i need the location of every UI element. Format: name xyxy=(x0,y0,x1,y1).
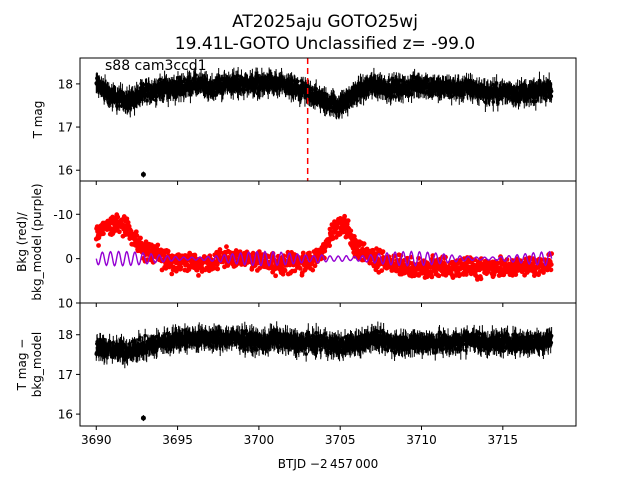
bkg-point xyxy=(300,250,306,256)
bkg-point xyxy=(165,248,171,254)
data-point xyxy=(111,340,116,345)
bkg-point xyxy=(348,228,354,234)
y-tick-label: 17 xyxy=(58,121,73,135)
data-point xyxy=(193,73,198,77)
bkg-point xyxy=(436,273,442,279)
data-point xyxy=(143,333,147,338)
bkg-point xyxy=(413,270,418,276)
bkg-point xyxy=(307,250,312,256)
bkg-point xyxy=(292,268,298,274)
bkg-point xyxy=(199,265,205,271)
y-axis-label-line: bkg_model (purple) xyxy=(30,183,44,300)
y-axis-label-line: Bkg (red)/ xyxy=(15,211,29,272)
bkg-point xyxy=(478,276,484,282)
data-point xyxy=(117,104,122,108)
y-tick-label: -10 xyxy=(53,208,73,222)
bkg-point xyxy=(214,261,220,267)
data-point xyxy=(295,79,300,84)
panel-top: 16 17 18 T mag xyxy=(31,57,577,185)
bkg-point xyxy=(155,242,161,248)
bkg-point xyxy=(429,274,435,280)
bkg-point xyxy=(169,271,175,277)
y-axis-label-line: T mag xyxy=(31,101,45,140)
bkg-point xyxy=(224,244,229,250)
data-point xyxy=(393,95,398,99)
data-point xyxy=(494,81,499,85)
bkg-point xyxy=(379,268,385,273)
bkg-point xyxy=(282,268,288,273)
panel-middle: -10 0 10 Bkg (red)/bkg_model (purple) xyxy=(15,180,577,311)
data-point xyxy=(147,83,151,87)
y-axis-label: Bkg (red)/bkg_model (purple) xyxy=(15,183,44,300)
bkg-point xyxy=(257,265,263,271)
bkg-model-line xyxy=(95,250,553,267)
y-axis-label: T mag xyxy=(31,101,45,140)
bkg-point xyxy=(351,234,357,239)
bkg-point xyxy=(380,249,386,255)
axes-frame xyxy=(79,57,577,182)
bkg-point xyxy=(310,267,316,273)
data-point xyxy=(449,94,454,99)
bkg-point xyxy=(297,265,303,271)
bkg-point xyxy=(116,229,122,235)
outlier-point xyxy=(140,172,146,178)
y-tick-label: 10 xyxy=(58,297,73,311)
bkg-point xyxy=(335,224,340,229)
chart-title-line1: AT2025aju GOTO25wj xyxy=(232,12,418,32)
bkg-point xyxy=(424,274,430,280)
bkg-point xyxy=(133,229,139,235)
bkg-point xyxy=(361,241,367,247)
bkg-point xyxy=(101,231,106,237)
data-points-middle xyxy=(93,212,555,282)
chart-title-line2: 19.41L-GOTO Unclassified z= -99.0 xyxy=(175,34,475,54)
bkg-point xyxy=(548,262,554,268)
y-tick-label: 16 xyxy=(58,164,73,178)
data-point xyxy=(138,335,142,340)
bkg-point xyxy=(327,243,333,249)
y-tick-label: 0 xyxy=(65,252,73,266)
bkg-point xyxy=(273,273,279,279)
data-point xyxy=(387,78,391,83)
bkg-point xyxy=(280,271,286,277)
data-point xyxy=(409,92,414,97)
data-point xyxy=(549,89,554,94)
bkg-point xyxy=(342,213,348,219)
bkg-point xyxy=(345,218,351,224)
data-point xyxy=(154,94,159,99)
bkg-point xyxy=(138,235,143,241)
bkg-point xyxy=(134,233,140,239)
bkg-point xyxy=(115,214,121,220)
y-tick-label: 18 xyxy=(58,77,73,91)
bkg-point xyxy=(215,266,221,272)
bkg-point xyxy=(548,267,554,273)
bkg-point xyxy=(196,272,201,278)
data-points-bottom xyxy=(94,321,554,369)
bkg-point xyxy=(513,272,519,277)
data-points-top xyxy=(94,66,554,120)
bkg-point xyxy=(287,262,293,268)
bkg-point xyxy=(125,220,131,225)
bkg-point xyxy=(312,263,318,269)
bkg-point xyxy=(96,243,101,248)
bkg-point xyxy=(178,264,184,270)
bkg-point xyxy=(145,246,151,252)
bkg-point xyxy=(124,216,130,222)
